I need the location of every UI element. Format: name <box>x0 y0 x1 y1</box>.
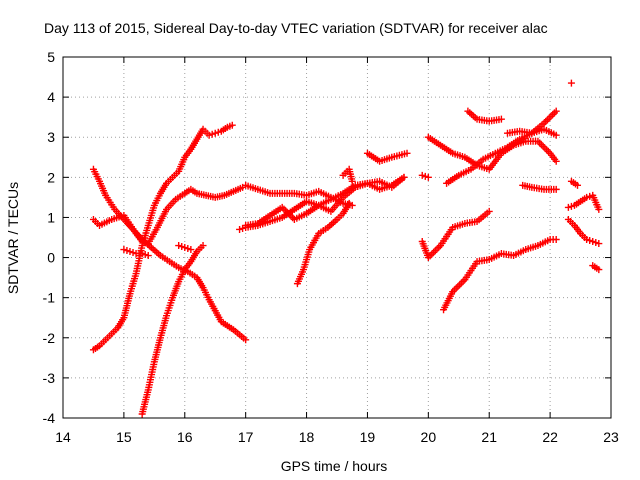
data-point <box>552 107 560 115</box>
y-tick-label: -3 <box>43 370 56 386</box>
data-point <box>144 252 152 260</box>
data-point <box>574 181 582 189</box>
data-point <box>205 131 213 139</box>
plot-frame <box>62 56 612 419</box>
y-tick-label: 0 <box>47 250 55 266</box>
data-point <box>456 281 464 289</box>
y-axis-label: SDTVAR / TECUs <box>5 182 21 294</box>
data-point <box>138 238 146 246</box>
data-point <box>126 248 134 256</box>
data-point <box>228 121 236 129</box>
data-point <box>433 245 441 253</box>
data-point <box>418 171 426 179</box>
data-point <box>452 284 460 292</box>
data-point <box>184 245 192 253</box>
data-point <box>123 247 131 255</box>
y-tick-label: -1 <box>43 290 56 306</box>
data-point <box>583 236 591 244</box>
x-tick-label: 22 <box>542 429 558 445</box>
x-tick-label: 16 <box>177 429 193 445</box>
data-point <box>537 141 545 149</box>
x-tick-label: 17 <box>238 429 254 445</box>
data-point <box>459 277 467 285</box>
y-tick-label: 5 <box>47 49 55 65</box>
data-points <box>89 79 603 418</box>
y-tick-label: -2 <box>43 330 56 346</box>
data-point <box>242 336 250 344</box>
data-point <box>567 202 575 210</box>
chart-title: Day 113 of 2015, Sidereal Day-to-day VTE… <box>44 20 548 36</box>
y-tick-label: 1 <box>47 209 55 225</box>
data-point <box>552 236 560 244</box>
data-point <box>424 173 432 181</box>
data-point <box>539 142 547 150</box>
data-point <box>586 237 594 245</box>
data-point <box>348 177 356 185</box>
y-tick-label: 3 <box>47 129 55 145</box>
data-point <box>536 139 544 147</box>
data-point <box>547 112 555 120</box>
data-point <box>403 149 411 157</box>
data-point <box>567 79 575 87</box>
data-point <box>129 249 137 257</box>
data-point <box>120 246 128 254</box>
data-point <box>550 109 558 117</box>
data-point <box>199 242 207 250</box>
data-point <box>435 243 443 251</box>
data-point <box>187 246 195 254</box>
x-axis-label: GPS time / hours <box>281 458 388 474</box>
data-point <box>586 192 594 200</box>
x-tick-label: 15 <box>116 429 132 445</box>
data-point <box>589 238 597 246</box>
y-tick-label: -4 <box>43 410 56 426</box>
x-tick-label: 19 <box>360 429 376 445</box>
data-point <box>141 251 149 259</box>
axes <box>62 56 612 419</box>
data-point <box>542 117 550 125</box>
data-point <box>141 239 149 247</box>
y-tick-label: 2 <box>47 169 55 185</box>
data-point <box>595 266 603 274</box>
data-point <box>552 185 560 193</box>
data-point <box>400 173 408 181</box>
data-point <box>541 144 549 152</box>
data-point <box>181 244 189 252</box>
data-point <box>175 242 183 250</box>
data-point <box>583 193 591 201</box>
x-tick-label: 20 <box>421 429 437 445</box>
x-tick-label: 23 <box>603 429 619 445</box>
data-point <box>236 225 244 233</box>
data-point <box>552 157 560 165</box>
data-point <box>595 240 603 248</box>
data-point <box>543 146 551 154</box>
data-point <box>421 172 429 180</box>
data-point <box>428 250 436 258</box>
x-tick-label: 14 <box>55 429 71 445</box>
data-point <box>457 279 465 287</box>
data-point <box>345 199 353 207</box>
data-point <box>564 203 572 211</box>
x-tick-label: 21 <box>481 429 497 445</box>
data-point <box>552 131 560 139</box>
data-point <box>497 115 505 123</box>
data-point <box>592 239 600 247</box>
data-point <box>545 114 553 122</box>
data-point <box>431 247 439 255</box>
data-point <box>430 248 438 256</box>
data-point <box>138 250 146 258</box>
data-point <box>485 207 493 215</box>
data-point <box>208 130 216 138</box>
data-point <box>454 282 462 290</box>
data-point <box>211 129 219 137</box>
data-point <box>544 148 552 156</box>
data-point <box>178 243 186 251</box>
y-tick-label: 4 <box>47 89 55 105</box>
x-tick-label: 18 <box>299 429 315 445</box>
data-point <box>595 205 603 213</box>
data-point <box>214 128 222 136</box>
